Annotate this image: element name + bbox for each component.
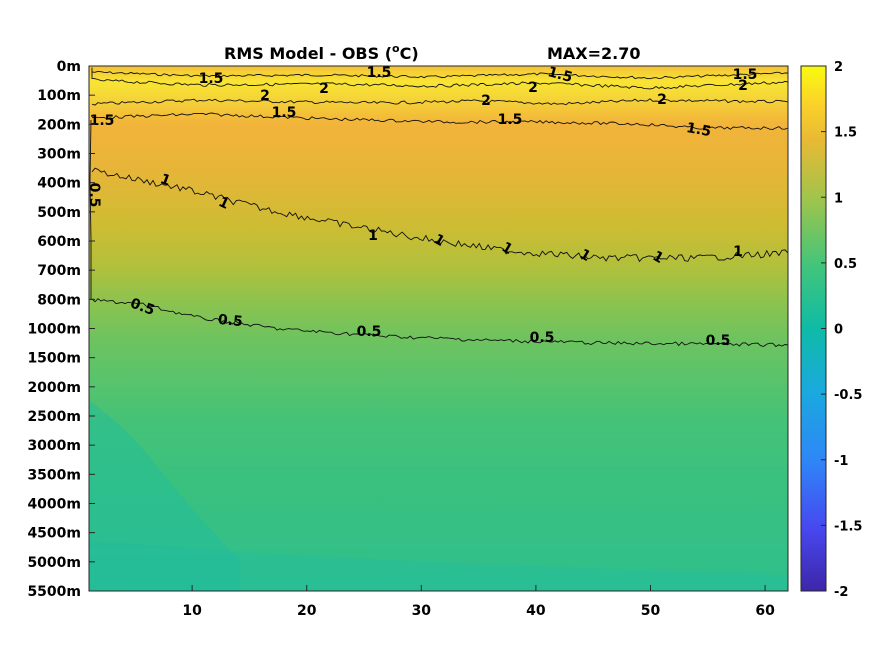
contour-lines — [89, 67, 789, 348]
colorbar-tick-label: 0.5 — [834, 257, 857, 272]
y-tick-label: 5500m — [27, 584, 81, 600]
x-tick-label: 20 — [297, 603, 317, 619]
y-tick-label: 3500m — [27, 467, 81, 483]
y-tick-label: 5000m — [27, 555, 81, 571]
contour-label: 1.5 — [90, 113, 115, 129]
y-tick-label: 2000m — [27, 380, 81, 396]
contour-1-5-upper — [91, 67, 789, 90]
contour-label: 1.5 — [733, 67, 758, 83]
x-tick-label: 50 — [641, 603, 661, 619]
y-tick-label: 600m — [37, 234, 81, 250]
y-tick-label: 300m — [37, 147, 81, 163]
contour-label: 1.5 — [685, 120, 712, 140]
colorbar-ticks: 2 1.5 1 0.5 0 -0.5 -1 -1.5 -2 — [821, 60, 862, 600]
y-tick-label: 3000m — [27, 438, 81, 454]
contour-label: 1.5 — [546, 64, 574, 86]
y-tick-label: 500m — [37, 205, 81, 221]
y-tick-label: 1500m — [27, 351, 81, 367]
contour-label: 2 — [260, 88, 270, 104]
contour-2-bottom — [91, 98, 789, 106]
contour-label: 1.5 — [367, 65, 392, 81]
x-tick-label: 60 — [755, 603, 775, 619]
contour-label: 0.5 — [530, 330, 555, 346]
colorbar-tick-label: 2 — [834, 60, 843, 75]
contour-label: 2 — [738, 78, 748, 94]
colorbar-tick-label: -1.5 — [834, 519, 862, 534]
y-tick-label: 200m — [37, 117, 81, 133]
title-unit: C) — [400, 44, 419, 63]
contour-label: 0.5 — [86, 183, 102, 208]
y-tick-label: 4000m — [27, 497, 81, 513]
contour-0-5 — [91, 298, 789, 348]
contour-label: 2 — [657, 92, 667, 108]
contour-label: 2 — [528, 80, 538, 96]
contour-label: 0.5 — [217, 312, 243, 330]
x-axis: 10 20 30 40 50 60 — [182, 585, 775, 619]
x-tick-label: 40 — [526, 603, 546, 619]
contour-label: 1 — [368, 228, 378, 244]
contour-label: 0.5 — [357, 324, 382, 340]
colorbar-tick-label: 0 — [834, 323, 843, 338]
y-tick-label: 700m — [37, 263, 81, 279]
y-tick-label: 0m — [57, 59, 81, 75]
deep-low-region — [89, 400, 240, 591]
title-unit-sup: o — [392, 42, 400, 55]
colorbar-tick-label: -0.5 — [834, 388, 862, 403]
contour-label: 1.5 — [199, 71, 224, 87]
x-tick-label: 10 — [182, 603, 202, 619]
contour-label: 0.5 — [128, 295, 157, 319]
contour-label: 2 — [481, 93, 491, 109]
contour-label: 1.5 — [498, 112, 523, 128]
contour-1 — [91, 167, 789, 263]
heatmap-field — [89, 66, 788, 591]
y-tick-label: 4500m — [27, 526, 81, 542]
colorbar-tick-label: 1.5 — [834, 126, 857, 141]
contour-label: 1.5 — [272, 105, 297, 121]
y-tick-label: 800m — [37, 292, 81, 308]
colorbar-tick-label: 1 — [834, 191, 843, 206]
contour-label: 1 — [733, 244, 743, 260]
contour-2-top — [91, 70, 788, 80]
contour-label: 2 — [319, 81, 329, 97]
y-tick-label: 2500m — [27, 409, 81, 425]
y-tick-label: 100m — [37, 88, 81, 104]
bottom-low-region — [89, 540, 788, 591]
contour-label: 0.5 — [706, 333, 731, 349]
y-tick-label: 400m — [37, 176, 81, 192]
chart-title: RMS Model - OBS (oC) — [224, 42, 419, 63]
contour-1-5-lower — [91, 112, 789, 130]
x-tick-label: 30 — [412, 603, 432, 619]
colorbar-tick-label: -2 — [834, 585, 848, 600]
max-label: MAX=2.70 — [547, 44, 641, 63]
colorbar-tick-label: -1 — [834, 454, 848, 469]
y-tick-label: 1000m — [27, 322, 81, 338]
y-axis: 0m 100m 200m 300m 400m 500m 600m 700m 800m 1000m 1… — [27, 59, 95, 600]
